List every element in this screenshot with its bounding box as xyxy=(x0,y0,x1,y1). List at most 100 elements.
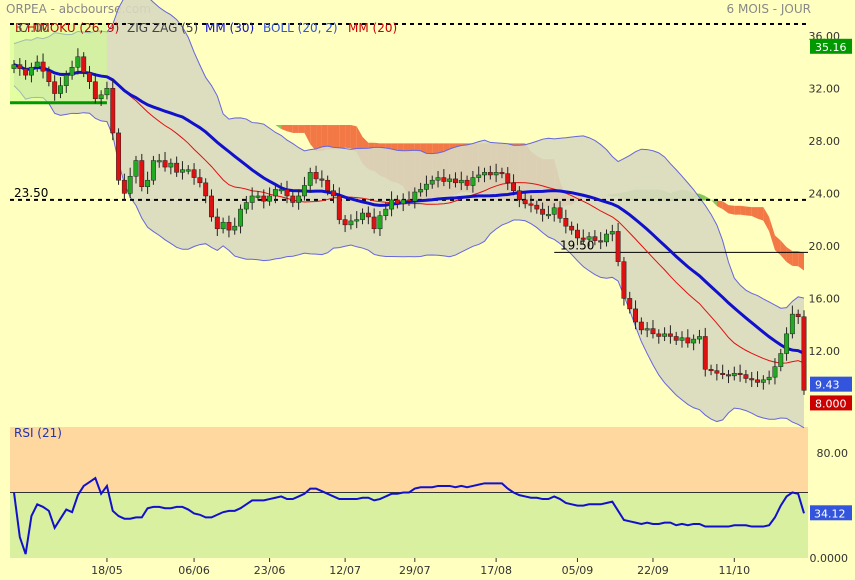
candle-body xyxy=(557,207,563,219)
candle-body xyxy=(604,233,609,243)
candle xyxy=(40,53,46,79)
candle-body xyxy=(17,64,23,69)
candle xyxy=(423,175,429,197)
candle-body xyxy=(458,179,464,184)
candle xyxy=(795,309,801,324)
candle xyxy=(418,182,424,197)
y-tick-label: 20.00 xyxy=(809,240,841,253)
candle xyxy=(458,171,464,191)
candle-body xyxy=(191,169,197,178)
candle-body xyxy=(28,67,34,76)
candle xyxy=(162,151,168,172)
candle xyxy=(801,310,807,395)
kumo-segment xyxy=(786,247,793,266)
candle-body xyxy=(226,221,232,231)
candle-body xyxy=(336,195,342,220)
candle-body xyxy=(278,189,284,192)
candle xyxy=(673,331,679,345)
candle-body xyxy=(545,214,551,217)
candle xyxy=(389,191,395,217)
kumo-segment xyxy=(740,205,746,216)
candle-body xyxy=(121,179,127,194)
candle-body xyxy=(778,353,784,367)
candle xyxy=(627,291,633,314)
candle xyxy=(441,169,447,187)
x-tick-label: 12/07 xyxy=(329,564,361,577)
candle-body xyxy=(598,240,604,243)
candle-body xyxy=(760,379,766,383)
candle xyxy=(778,348,784,372)
candle xyxy=(621,257,627,306)
candle xyxy=(354,211,360,229)
candle-body xyxy=(482,172,487,176)
candle xyxy=(470,171,476,193)
legend-entry: ZIG ZAG (5) xyxy=(127,21,198,35)
candle-body xyxy=(708,369,714,372)
candle xyxy=(685,329,691,348)
candle xyxy=(638,317,644,335)
candle xyxy=(737,364,743,382)
kumo-segment xyxy=(798,251,804,271)
candle xyxy=(598,232,604,250)
kumo-segment xyxy=(333,125,340,150)
kumo-segment xyxy=(310,125,317,151)
candle xyxy=(110,79,116,141)
candle-body xyxy=(23,68,29,76)
candle xyxy=(296,189,302,210)
candle-body xyxy=(52,81,58,94)
y-tick-label: 12.00 xyxy=(809,345,841,358)
candle-body xyxy=(383,208,389,216)
candle xyxy=(569,221,575,235)
candle-body xyxy=(691,338,697,344)
candle-body xyxy=(307,172,313,186)
rsi-tag xyxy=(810,505,852,521)
kumo-segment xyxy=(298,125,305,133)
candle xyxy=(81,52,87,78)
candle xyxy=(435,171,441,188)
candle xyxy=(63,70,69,93)
kumo-segment xyxy=(327,125,334,150)
candle xyxy=(615,222,621,267)
candle-body xyxy=(511,182,517,191)
candle xyxy=(604,229,609,247)
candle xyxy=(261,189,267,209)
rsi-title: RSI (21) xyxy=(14,426,62,440)
kumo-segment xyxy=(339,125,346,150)
kumo-segment xyxy=(751,207,758,219)
candle xyxy=(522,193,528,209)
candle xyxy=(342,215,348,233)
candle-body xyxy=(156,160,162,163)
candle xyxy=(336,187,342,225)
candle-body xyxy=(145,179,151,188)
candle-body xyxy=(464,179,470,186)
candle xyxy=(609,224,615,242)
candle xyxy=(743,369,749,384)
candle xyxy=(766,370,772,385)
bollinger-upper xyxy=(13,0,805,309)
candle-body xyxy=(185,169,191,172)
rsi-tag-label: 34.12 xyxy=(814,507,846,520)
candle xyxy=(679,331,685,348)
candle xyxy=(749,371,755,388)
candle xyxy=(784,327,790,361)
candle-body xyxy=(685,337,691,344)
candle-body xyxy=(162,160,168,168)
y-tick-label: 28.00 xyxy=(809,135,841,148)
candle-body xyxy=(174,162,180,173)
candle xyxy=(92,73,98,104)
candle-body xyxy=(801,316,807,391)
kumo-segment xyxy=(728,205,735,215)
candle xyxy=(325,175,331,196)
candle xyxy=(633,300,638,330)
candle xyxy=(691,334,697,351)
candle xyxy=(301,176,307,201)
chart-period: 6 MOIS - JOUR xyxy=(726,2,811,16)
candle-body xyxy=(394,199,400,205)
candle xyxy=(17,58,23,76)
candle xyxy=(11,60,17,74)
legend-entry: ICHIMOKU (26, 9) xyxy=(15,21,119,35)
candle xyxy=(180,161,185,180)
x-tick-label: 05/09 xyxy=(562,564,594,577)
candle xyxy=(493,163,499,183)
price-tag xyxy=(810,38,852,54)
